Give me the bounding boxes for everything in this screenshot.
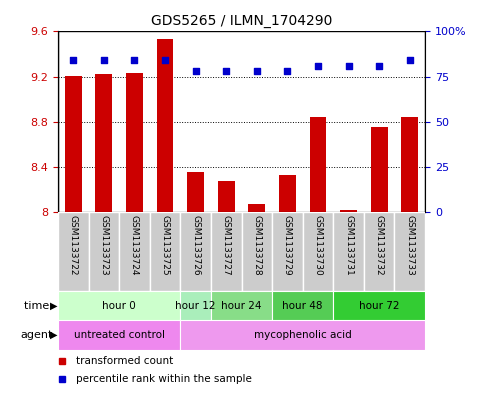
Bar xyxy=(395,212,425,291)
Text: GSM1133730: GSM1133730 xyxy=(313,215,323,275)
Bar xyxy=(180,291,211,320)
Bar xyxy=(340,210,357,212)
Text: GSM1133729: GSM1133729 xyxy=(283,215,292,275)
Text: GSM1133725: GSM1133725 xyxy=(160,215,170,275)
Text: hour 12: hour 12 xyxy=(175,301,216,310)
Bar xyxy=(156,39,173,212)
Bar xyxy=(272,212,303,291)
Text: ▶: ▶ xyxy=(49,301,57,310)
Text: hour 72: hour 72 xyxy=(359,301,399,310)
Point xyxy=(222,68,230,74)
Bar xyxy=(218,181,235,212)
Text: GSM1133724: GSM1133724 xyxy=(130,215,139,275)
Bar xyxy=(279,175,296,212)
Point xyxy=(192,68,199,74)
Text: GSM1133733: GSM1133733 xyxy=(405,215,414,275)
Text: GSM1133727: GSM1133727 xyxy=(222,215,231,275)
Text: hour 0: hour 0 xyxy=(102,301,136,310)
Bar xyxy=(364,212,395,291)
Point xyxy=(161,57,169,64)
Bar xyxy=(58,212,88,291)
Bar xyxy=(333,291,425,320)
Text: hour 48: hour 48 xyxy=(283,301,323,310)
Bar xyxy=(242,212,272,291)
Point xyxy=(70,57,77,64)
Point xyxy=(406,57,413,64)
Bar xyxy=(211,291,272,320)
Bar xyxy=(88,212,119,291)
Bar xyxy=(303,212,333,291)
Bar xyxy=(211,212,242,291)
Bar xyxy=(58,320,180,350)
Point xyxy=(130,57,138,64)
Text: hour 24: hour 24 xyxy=(221,301,262,310)
Text: GSM1133731: GSM1133731 xyxy=(344,215,353,275)
Bar xyxy=(126,73,143,212)
Text: transformed count: transformed count xyxy=(76,356,173,366)
Point xyxy=(345,62,353,69)
Bar xyxy=(119,212,150,291)
Bar xyxy=(272,291,333,320)
Text: GSM1133728: GSM1133728 xyxy=(252,215,261,275)
Bar xyxy=(180,320,425,350)
Text: agent: agent xyxy=(21,330,53,340)
Bar xyxy=(180,212,211,291)
Text: time: time xyxy=(24,301,53,310)
Text: GDS5265 / ILMN_1704290: GDS5265 / ILMN_1704290 xyxy=(151,14,332,28)
Bar xyxy=(333,212,364,291)
Text: untreated control: untreated control xyxy=(73,330,165,340)
Bar xyxy=(401,118,418,212)
Text: ▶: ▶ xyxy=(49,330,57,340)
Point xyxy=(375,62,383,69)
Bar xyxy=(248,204,265,212)
Text: percentile rank within the sample: percentile rank within the sample xyxy=(76,374,252,384)
Text: mycophenolic acid: mycophenolic acid xyxy=(254,330,352,340)
Bar xyxy=(58,291,180,320)
Bar xyxy=(65,75,82,212)
Point xyxy=(284,68,291,74)
Bar xyxy=(371,127,387,212)
Text: GSM1133726: GSM1133726 xyxy=(191,215,200,275)
Bar xyxy=(187,172,204,212)
Bar xyxy=(150,212,180,291)
Text: GSM1133723: GSM1133723 xyxy=(99,215,108,275)
Text: GSM1133732: GSM1133732 xyxy=(375,215,384,275)
Text: GSM1133722: GSM1133722 xyxy=(69,215,78,275)
Point xyxy=(314,62,322,69)
Bar xyxy=(310,118,327,212)
Point xyxy=(100,57,108,64)
Bar xyxy=(96,74,112,212)
Point xyxy=(253,68,261,74)
